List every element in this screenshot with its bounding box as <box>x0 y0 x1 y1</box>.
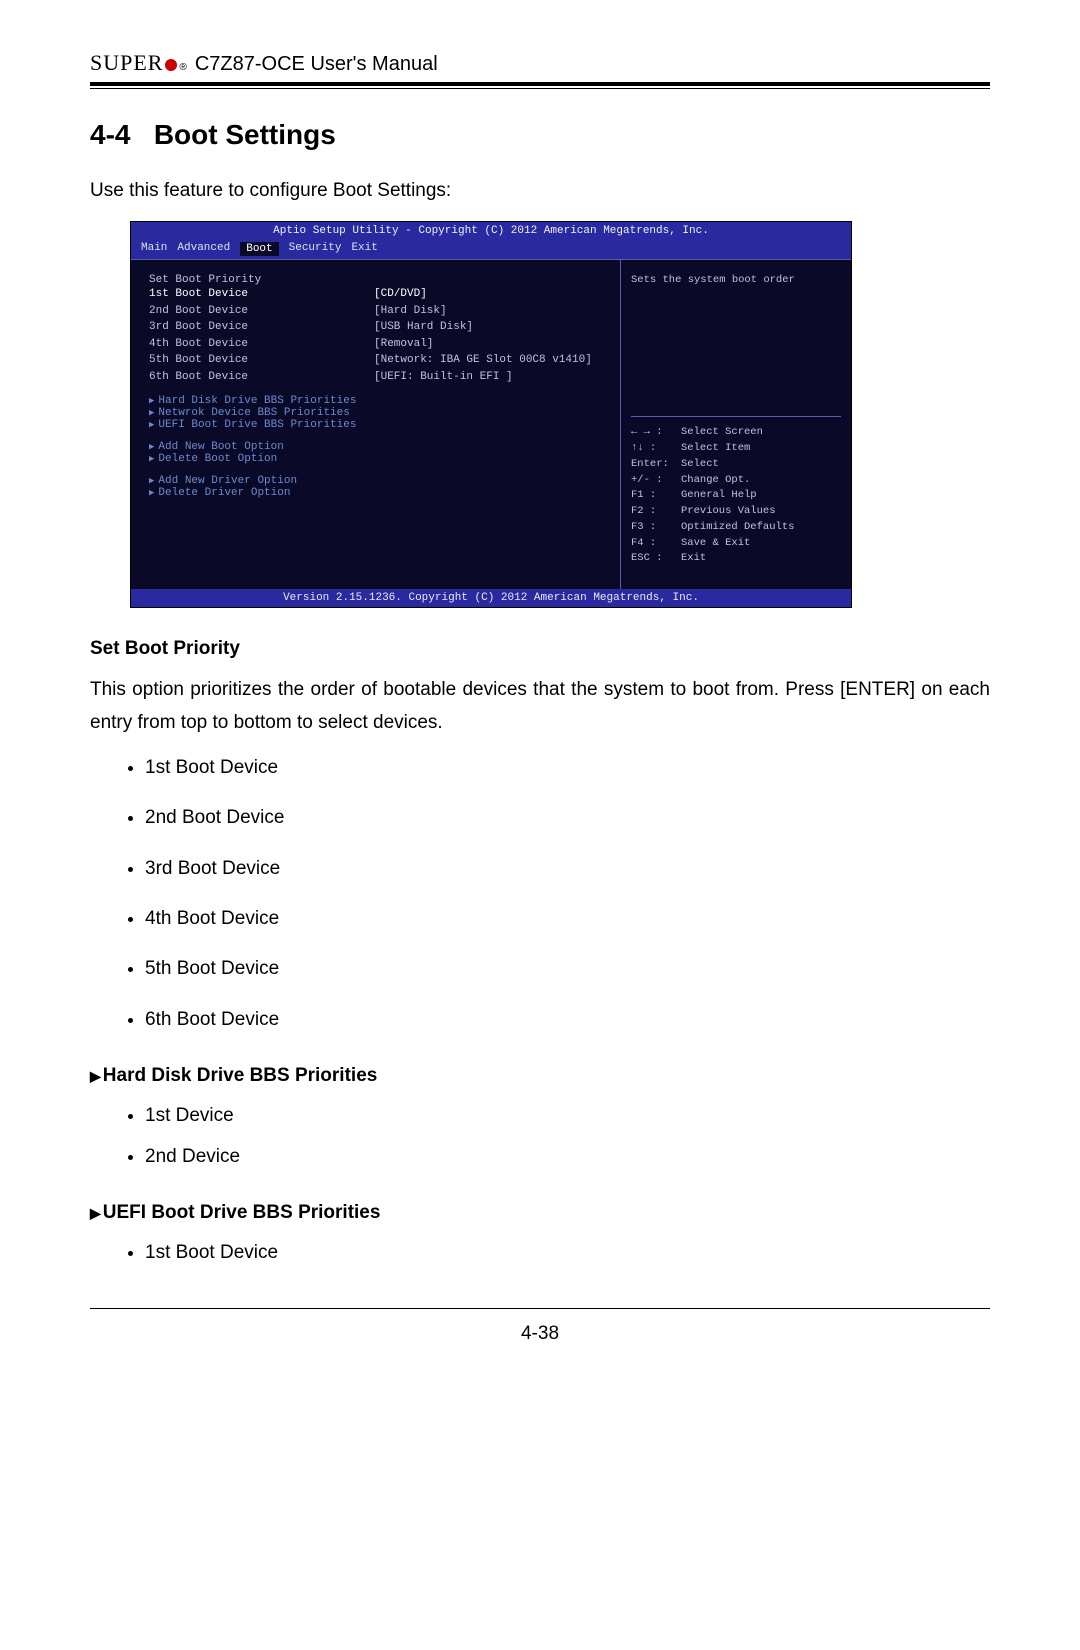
bios-device-value: [CD/DVD] <box>374 286 427 303</box>
bios-submenu-link[interactable]: ▶ Add New Boot Option <box>149 441 610 453</box>
bios-version-bar: Version 2.15.1236. Copyright (C) 2012 Am… <box>131 589 851 607</box>
uefi-bbs-list: 1st Boot Device <box>90 1238 990 1268</box>
bios-link-label: Hard Disk Drive BBS Priorities <box>158 395 356 407</box>
manual-page: SUPER ® C7Z87-OCE User's Manual 4-4 Boot… <box>0 0 1080 1385</box>
bios-help-text: Sets the system boot order <box>631 274 841 286</box>
bios-link-label: Delete Boot Option <box>158 453 277 465</box>
bios-device-value: [USB Hard Disk] <box>374 319 473 336</box>
bios-submenu-link[interactable]: ▶ Hard Disk Drive BBS Priorities <box>149 395 610 407</box>
bios-screenshot: Aptio Setup Utility - Copyright (C) 2012… <box>130 221 852 608</box>
list-item: 3rd Boot Device <box>145 854 990 884</box>
set-boot-heading: Set Boot Priority <box>90 638 990 660</box>
bios-tab-main[interactable]: Main <box>141 242 167 256</box>
bios-device-row[interactable]: 6th Boot Device [UEFI: Built-in EFI ] <box>149 369 610 386</box>
triangle-right-icon: ▶ <box>149 420 154 430</box>
bios-link-label: Netwrok Device BBS Priorities <box>158 407 349 419</box>
bios-submenu-link[interactable]: ▶ Netwrok Device BBS Priorities <box>149 407 610 419</box>
bios-submenu-link[interactable]: ▶ Add New Driver Option <box>149 475 610 487</box>
bios-help-row: F3 :Optimized Defaults <box>631 520 841 536</box>
bios-left-pane: Set Boot Priority 1st Boot Device [CD/DV… <box>131 259 620 589</box>
page-header: SUPER ® C7Z87-OCE User's Manual <box>90 50 990 76</box>
triangle-right-icon: ▶ <box>149 442 154 452</box>
triangle-right-icon: ▶ <box>90 1068 101 1084</box>
bios-device-label: 5th Boot Device <box>149 352 374 369</box>
bios-tab-boot[interactable]: Boot <box>240 242 278 256</box>
bios-device-row[interactable]: 5th Boot Device [Network: IBA GE Slot 00… <box>149 352 610 369</box>
bios-help-row: F2 :Previous Values <box>631 504 841 520</box>
triangle-right-icon: ▶ <box>149 396 154 406</box>
set-boot-list: 1st Boot Device 2nd Boot Device 3rd Boot… <box>90 753 990 1035</box>
bios-link-label: Delete Driver Option <box>158 487 290 499</box>
bios-device-label: 1st Boot Device <box>149 286 374 303</box>
list-item: 1st Boot Device <box>145 753 990 783</box>
bios-tab-advanced[interactable]: Advanced <box>177 242 230 256</box>
bios-submenu-link[interactable]: ▶ UEFI Boot Drive BBS Priorities <box>149 419 610 431</box>
bios-device-value: [Network: IBA GE Slot 00C8 v1410] <box>374 352 592 369</box>
list-item: 2nd Boot Device <box>145 803 990 833</box>
bios-device-label: 6th Boot Device <box>149 369 374 386</box>
list-item: 4th Boot Device <box>145 904 990 934</box>
bios-body: Set Boot Priority 1st Boot Device [CD/DV… <box>131 259 851 589</box>
triangle-right-icon: ▶ <box>149 454 154 464</box>
list-item: 1st Device <box>145 1101 990 1131</box>
bios-submenu-link[interactable]: ▶ Delete Driver Option <box>149 487 610 499</box>
bios-tab-bar: Main Advanced Boot Security Exit <box>131 240 851 259</box>
bios-device-label: 4th Boot Device <box>149 336 374 353</box>
bios-help-row: ← → :Select Screen <box>631 425 841 441</box>
bios-link-label: Add New Driver Option <box>158 475 297 487</box>
brand-registered: ® <box>179 62 186 73</box>
bios-help-pane: Sets the system boot order ← → :Select S… <box>620 259 851 589</box>
hdd-bbs-heading: ▶Hard Disk Drive BBS Priorities <box>90 1065 990 1087</box>
bios-submenu-link[interactable]: ▶ Delete Boot Option <box>149 453 610 465</box>
header-rule <box>90 82 990 89</box>
bios-title-bar: Aptio Setup Utility - Copyright (C) 2012… <box>131 222 851 240</box>
section-title: 4-4 Boot Settings <box>90 119 990 151</box>
bios-device-value: [Hard Disk] <box>374 303 447 320</box>
uefi-bbs-heading: ▶UEFI Boot Drive BBS Priorities <box>90 1202 990 1224</box>
bios-device-row[interactable]: 3rd Boot Device [USB Hard Disk] <box>149 319 610 336</box>
manual-title: C7Z87-OCE User's Manual <box>195 53 438 76</box>
hdd-bbs-title: Hard Disk Drive BBS Priorities <box>103 1065 378 1086</box>
list-item: 1st Boot Device <box>145 1238 990 1268</box>
bios-device-value: [UEFI: Built-in EFI ] <box>374 369 513 386</box>
section-name: Boot Settings <box>154 119 336 150</box>
triangle-right-icon: ▶ <box>149 476 154 486</box>
triangle-right-icon: ▶ <box>149 408 154 418</box>
bios-heading: Set Boot Priority <box>149 274 610 286</box>
list-item: 5th Boot Device <box>145 954 990 984</box>
uefi-bbs-title: UEFI Boot Drive BBS Priorities <box>103 1202 381 1223</box>
hdd-bbs-list: 1st Device 2nd Device <box>90 1101 990 1172</box>
bios-device-row[interactable]: 2nd Boot Device [Hard Disk] <box>149 303 610 320</box>
bios-tab-exit[interactable]: Exit <box>351 242 377 256</box>
section-number: 4-4 <box>90 119 130 150</box>
bios-help-separator <box>631 416 841 417</box>
list-item: 2nd Device <box>145 1142 990 1172</box>
bios-device-label: 2nd Boot Device <box>149 303 374 320</box>
list-item: 6th Boot Device <box>145 1005 990 1035</box>
footer-rule <box>90 1308 990 1309</box>
bios-device-value: [Removal] <box>374 336 433 353</box>
bios-device-row[interactable]: 1st Boot Device [CD/DVD] <box>149 286 610 303</box>
brand-dot-icon <box>165 59 177 71</box>
bios-device-row[interactable]: 4th Boot Device [Removal] <box>149 336 610 353</box>
section-intro: Use this feature to configure Boot Setti… <box>90 175 990 207</box>
triangle-right-icon: ▶ <box>149 488 154 498</box>
set-boot-text: This option prioritizes the order of boo… <box>90 674 990 739</box>
bios-help-row: F1 :General Help <box>631 488 841 504</box>
bios-help-row: ESC :Exit <box>631 551 841 567</box>
bios-help-row: F4 :Save & Exit <box>631 536 841 552</box>
bios-help-row: ↑↓ :Select Item <box>631 441 841 457</box>
bios-link-label: Add New Boot Option <box>158 441 283 453</box>
bios-tab-security[interactable]: Security <box>289 242 342 256</box>
bios-help-row: Enter:Select <box>631 457 841 473</box>
brand-name: SUPER <box>90 50 163 76</box>
bios-help-row: +/- :Change Opt. <box>631 473 841 489</box>
page-number: 4-38 <box>90 1323 990 1345</box>
triangle-right-icon: ▶ <box>90 1205 101 1221</box>
bios-link-label: UEFI Boot Drive BBS Priorities <box>158 419 356 431</box>
bios-device-label: 3rd Boot Device <box>149 319 374 336</box>
